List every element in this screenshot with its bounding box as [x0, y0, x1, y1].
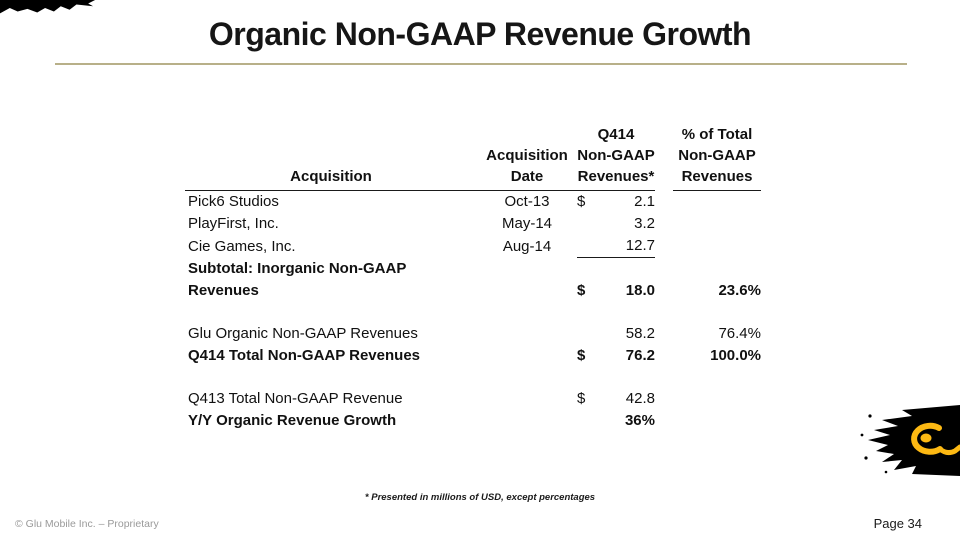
- cell-date: [477, 388, 577, 410]
- header-q414-revenues: Q414 Non-GAAP Revenues*: [577, 124, 655, 191]
- header-line: Date: [510, 168, 544, 185]
- cell-gap: [655, 213, 673, 235]
- cell-dollar: $: [577, 193, 586, 210]
- table-row-glu-organic: Glu Organic Non-GAAP Revenues 58.2 76.4%: [185, 323, 761, 345]
- cell-value: 18.0: [625, 281, 655, 299]
- cell-date: [477, 345, 577, 367]
- cell-acquisition: Q414 Total Non-GAAP Revenues: [188, 346, 421, 364]
- glu-logo-icon: [842, 402, 960, 478]
- cell-dollar: [577, 235, 599, 258]
- cell-dollar: [577, 323, 599, 345]
- cell-dollar: [577, 410, 599, 432]
- cell-pct: [673, 388, 761, 410]
- cell-acquisition: Cie Games, Inc.: [188, 237, 296, 255]
- cell-dollar: $: [577, 281, 586, 299]
- footnote: * Presented in millions of USD, except p…: [364, 492, 596, 503]
- cell-acquisition: Pick6 Studios: [188, 193, 279, 210]
- copyright-text: © Glu Mobile Inc. – Proprietary: [15, 518, 159, 530]
- header-line: Q414: [597, 126, 635, 143]
- cell-gap: [655, 410, 673, 432]
- cell-gap: [655, 345, 673, 367]
- cell-pct: [673, 410, 761, 432]
- header-line: Revenues*: [577, 168, 655, 185]
- header-acquisition: Acquisition: [185, 124, 477, 191]
- header-line: Acquisition: [486, 147, 568, 164]
- table-row-playfirst: PlayFirst, Inc. May-14 3.2: [185, 213, 761, 235]
- cell-dollar: $: [577, 389, 586, 407]
- cell-gap: [655, 235, 673, 258]
- table-header-row: Acquisition Acquisition Date Q414 Non-GA…: [185, 124, 761, 191]
- cell-value: 76.2: [625, 346, 655, 364]
- cell-date: [477, 323, 577, 345]
- revenue-table: Acquisition Acquisition Date Q414 Non-GA…: [185, 124, 761, 432]
- cell-value: 2.1: [634, 193, 655, 210]
- cell-acquisition: Glu Organic Non-GAAP Revenues: [188, 324, 418, 342]
- ink-splatter-icon: [0, 0, 98, 16]
- header-line: Non-GAAP: [678, 147, 756, 164]
- table-spacer-row: [185, 302, 761, 323]
- cell-date: Oct-13: [504, 193, 550, 210]
- cell-value: 12.7: [599, 235, 655, 258]
- cell-acquisition: Subtotal: Inorganic Non-GAAP Revenues: [188, 259, 407, 299]
- header-line: Acquisition: [290, 168, 372, 185]
- table-row-subtotal-inorganic: Subtotal: Inorganic Non-GAAP Revenues $ …: [185, 258, 761, 302]
- table-row-yy-growth: Y/Y Organic Revenue Growth 36%: [185, 410, 761, 432]
- cell-value: 58.2: [625, 324, 655, 342]
- title-underline-rule: [55, 63, 907, 65]
- cell-date: Aug-14: [502, 237, 552, 255]
- cell-acquisition: PlayFirst, Inc.: [188, 215, 279, 232]
- cell-dollar: $: [577, 346, 586, 364]
- cell-pct: [673, 213, 761, 235]
- cell-gap: [655, 191, 673, 214]
- table-row-cie-games: Cie Games, Inc. Aug-14 12.7: [185, 235, 761, 258]
- header-line: Revenues: [681, 168, 753, 185]
- cell-gap: [655, 388, 673, 410]
- cell-gap: [655, 258, 673, 302]
- cell-pct: [673, 191, 761, 214]
- cell-date: [477, 258, 577, 302]
- cell-acquisition: Y/Y Organic Revenue Growth: [188, 411, 397, 429]
- page-title: Organic Non-GAAP Revenue Growth: [208, 16, 752, 52]
- cell-acquisition: Q413 Total Non-GAAP Revenue: [188, 389, 403, 407]
- table-row-pick6: Pick6 Studios Oct-13 $ 2.1: [185, 191, 761, 214]
- page-number: Page 34: [873, 516, 922, 531]
- header-pct-of-total: % of Total Non-GAAP Revenues: [673, 124, 761, 191]
- header-acquisition-date: Acquisition Date: [477, 124, 577, 191]
- cell-value: 42.8: [625, 389, 655, 407]
- cell-value: 3.2: [634, 215, 655, 232]
- cell-pct: 76.4%: [718, 324, 761, 342]
- table-row-q414-total: Q414 Total Non-GAAP Revenues $ 76.2 100.…: [185, 345, 761, 367]
- cell-date: [477, 410, 577, 432]
- header-gap: [655, 124, 673, 191]
- cell-pct: 23.6%: [718, 281, 761, 299]
- header-line: Non-GAAP: [577, 147, 655, 164]
- table-spacer-row: [185, 367, 761, 388]
- header-line: % of Total: [681, 126, 753, 143]
- cell-pct: 100.0%: [710, 346, 761, 364]
- cell-pct: [673, 235, 761, 258]
- cell-value: 36%: [624, 411, 655, 429]
- cell-dollar: [577, 213, 599, 235]
- cell-date: May-14: [501, 215, 553, 232]
- table-row-q413-total: Q413 Total Non-GAAP Revenue $ 42.8: [185, 388, 761, 410]
- cell-gap: [655, 323, 673, 345]
